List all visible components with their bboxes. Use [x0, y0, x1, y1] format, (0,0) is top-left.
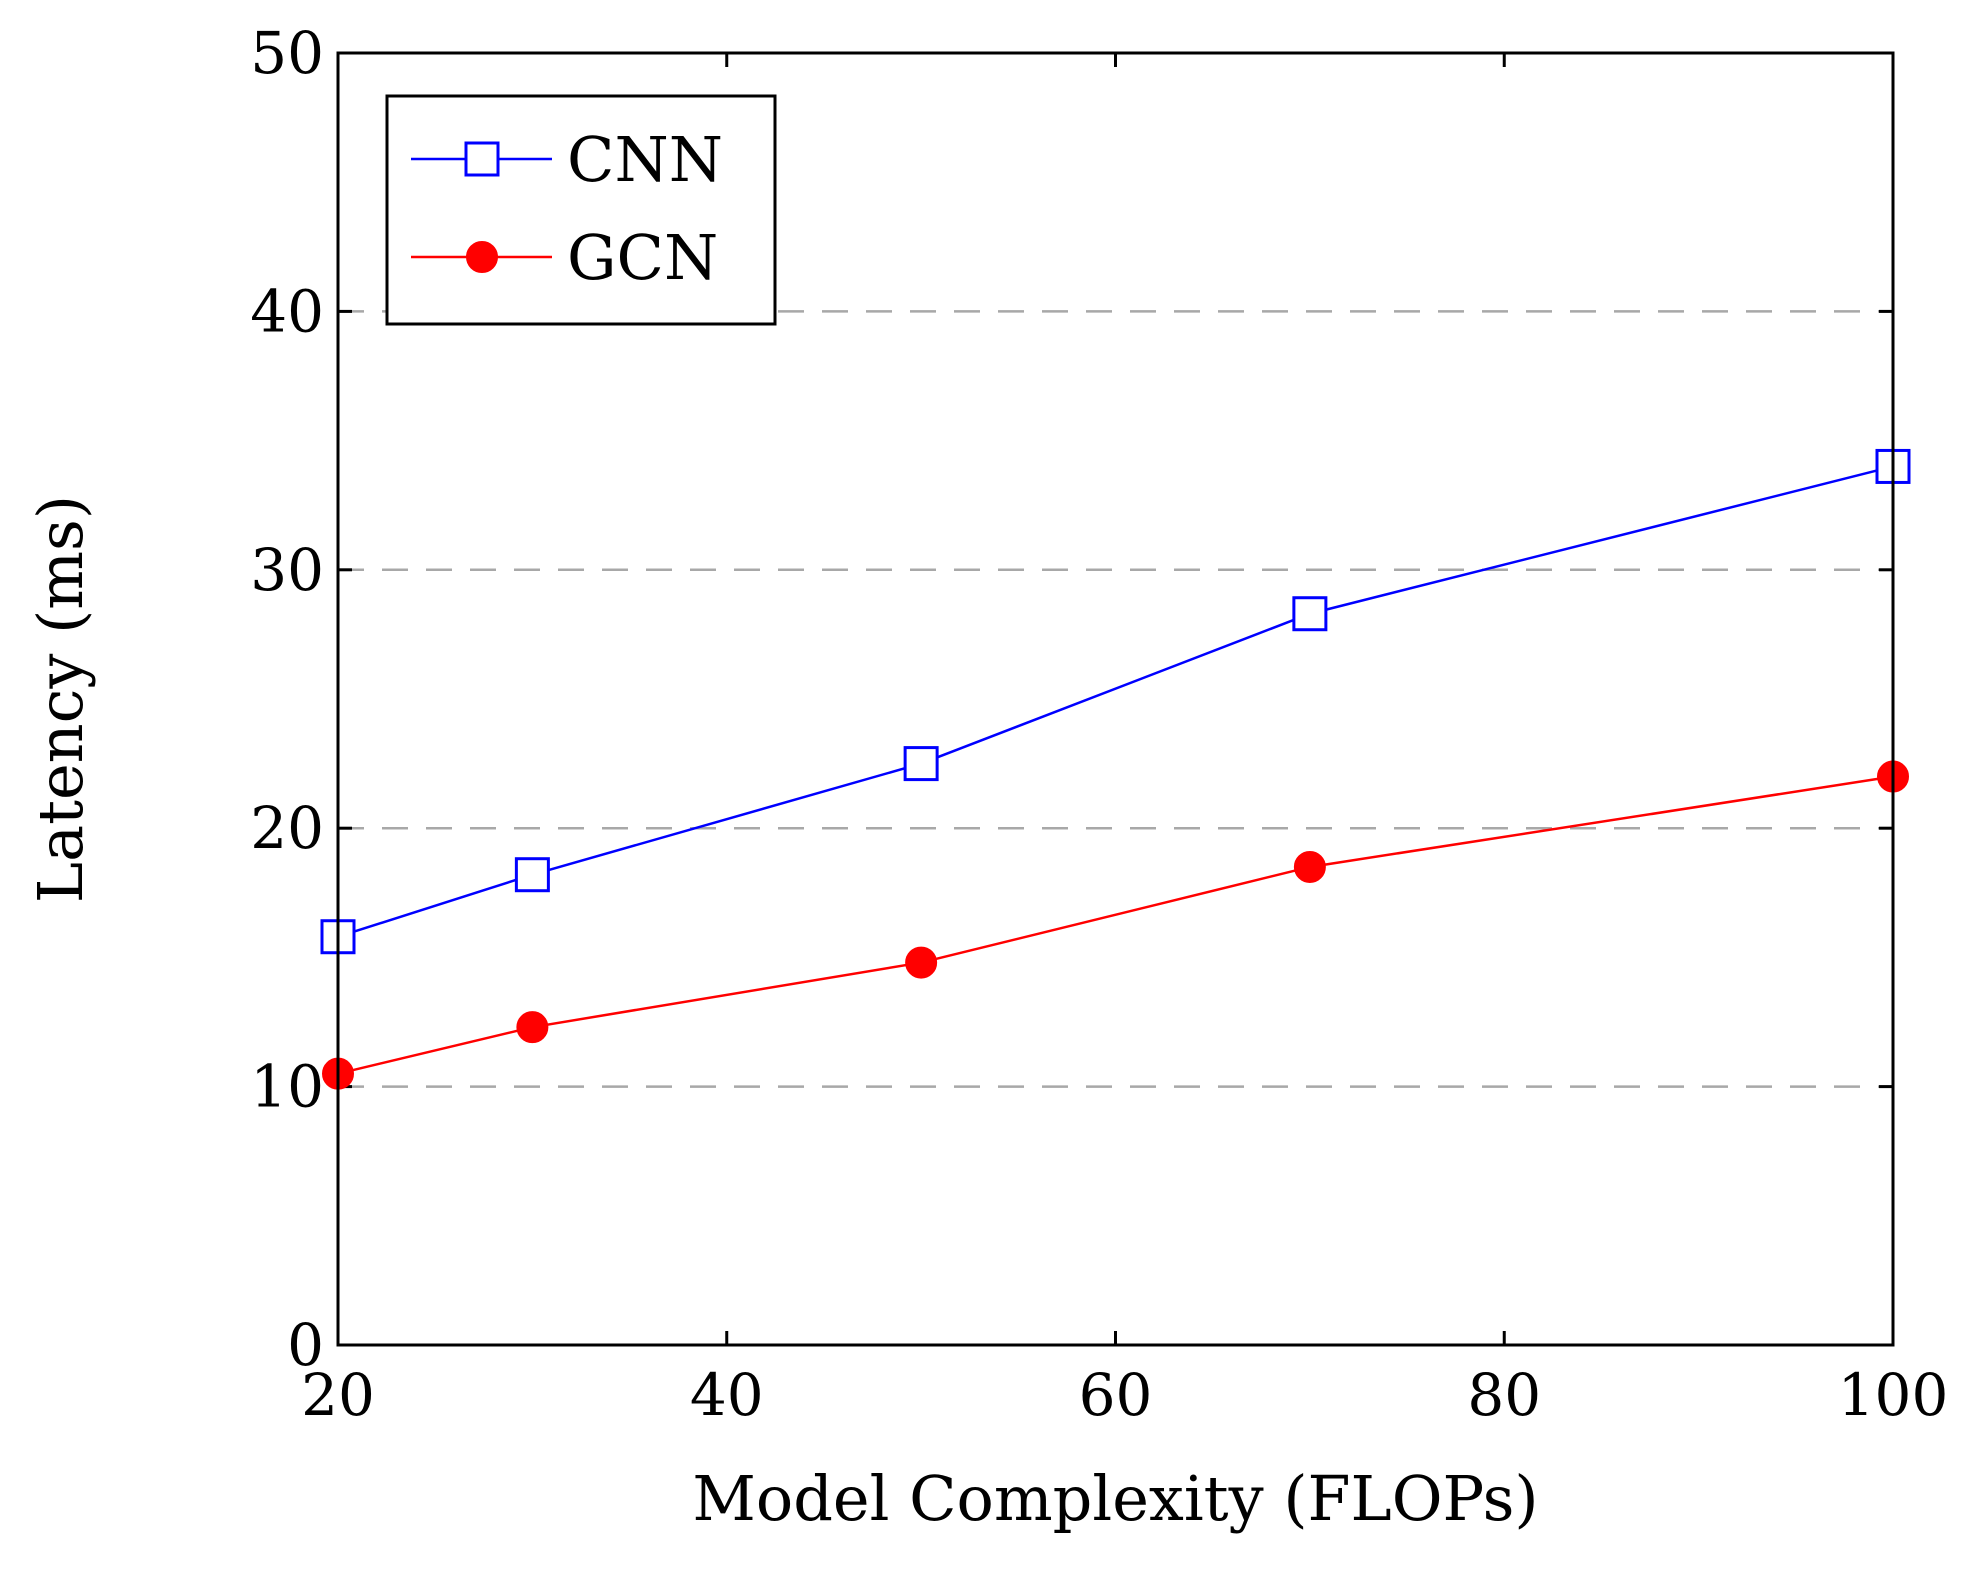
cnn-series — [320, 448, 1911, 955]
y-tick-label-30: 30 — [250, 536, 324, 604]
legend-marker-cnn — [464, 141, 500, 177]
y-tick-label-10: 10 — [250, 1053, 324, 1121]
legend-label-cnn: CNN — [567, 123, 723, 196]
gcn-line — [337, 775, 1894, 1075]
tick-labels: 0 10 20 30 40 50 20 40 60 80 100 — [250, 19, 1948, 1429]
legend-label-gcn: GCN — [567, 221, 718, 294]
y-tick-label-40: 40 — [250, 277, 324, 345]
legend-item-gcn: GCN — [411, 221, 718, 294]
gcn-point — [1293, 850, 1326, 883]
y-axis-title: Latency (ms) — [24, 495, 97, 903]
gcn-point — [516, 1011, 549, 1044]
legend-item-cnn: CNN — [411, 123, 723, 196]
x-tick-label-40: 40 — [690, 1361, 764, 1429]
x-axis-title: Model Complexity (FLOPs) — [692, 1462, 1538, 1535]
y-tick-label-20: 20 — [250, 794, 324, 862]
plot-frame — [336, 51, 1895, 1347]
legend-marker-gcn — [466, 241, 498, 273]
cnn-point — [903, 746, 939, 782]
gcn-series — [322, 760, 1909, 1090]
legend-box — [385, 94, 777, 326]
x-tick-label-100: 100 — [1838, 1361, 1949, 1429]
gcn-point — [905, 946, 938, 979]
cnn-line — [337, 465, 1894, 938]
x-tick-label-80: 80 — [1467, 1361, 1541, 1429]
y-tick-label-50: 50 — [250, 19, 324, 87]
cnn-point — [514, 857, 550, 893]
cnn-point — [1292, 596, 1328, 632]
y-tick-label-0: 0 — [287, 1311, 324, 1379]
legend: CNN GCN — [385, 94, 777, 326]
data-series — [320, 448, 1911, 1090]
x-tick-label-20: 20 — [301, 1361, 375, 1429]
grid-lines — [338, 310, 1893, 1088]
x-tick-label-60: 60 — [1079, 1361, 1153, 1429]
